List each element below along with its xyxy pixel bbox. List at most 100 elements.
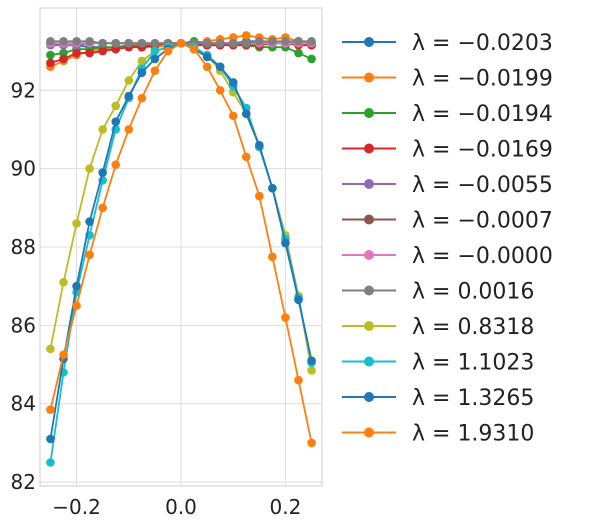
legend-label: λ = 1.1023 — [412, 351, 534, 376]
data-point — [137, 56, 147, 66]
data-point — [307, 37, 316, 46]
data-point — [111, 44, 121, 54]
data-point — [98, 203, 107, 213]
data-point — [72, 37, 81, 46]
data-point — [98, 125, 107, 134]
legend-marker — [364, 427, 374, 438]
data-point — [307, 54, 316, 64]
data-point — [281, 238, 290, 248]
legend-label: λ = −0.0055 — [412, 173, 553, 198]
data-point — [150, 38, 160, 48]
y-tick-label: 90 — [11, 157, 36, 181]
data-point — [46, 37, 55, 46]
data-point — [215, 85, 225, 95]
y-tick-labels: 82 84 86 88 90 92 — [11, 78, 36, 494]
data-point — [307, 356, 316, 365]
legend-entry: λ = −0.0000 — [342, 244, 553, 269]
legend-label: λ = −0.0169 — [412, 138, 553, 163]
legend-entry: λ = −0.0169 — [342, 138, 553, 163]
data-point — [228, 111, 238, 121]
legend-entry: λ = 1.3265 — [342, 386, 534, 411]
data-point — [294, 37, 303, 46]
data-point — [268, 183, 277, 193]
data-point — [85, 37, 94, 46]
data-point — [163, 46, 173, 56]
x-tick-label: 0.0 — [165, 495, 197, 519]
data-point — [294, 48, 303, 58]
legend-label: λ = 0.0016 — [412, 280, 534, 305]
data-point — [59, 37, 68, 46]
data-point — [202, 62, 212, 72]
data-point — [176, 38, 186, 48]
legend-marker — [364, 143, 374, 154]
y-tick-label: 92 — [11, 78, 36, 102]
data-point — [85, 48, 94, 58]
data-point — [281, 37, 290, 46]
data-point — [150, 46, 160, 56]
data-point — [137, 93, 147, 103]
data-point — [124, 76, 134, 85]
data-point — [85, 250, 94, 260]
legend-entry: λ = 1.1023 — [342, 351, 534, 376]
legend-marker — [364, 37, 374, 47]
legend-entry: λ = 0.0016 — [342, 280, 534, 305]
data-point — [137, 68, 147, 77]
data-point — [98, 46, 107, 56]
data-point — [111, 117, 121, 126]
data-point — [72, 219, 81, 228]
data-point — [111, 101, 121, 111]
legend-marker — [364, 285, 374, 296]
legend-marker — [364, 214, 374, 225]
series-12 — [46, 38, 316, 448]
data-point — [59, 54, 68, 64]
legend-marker — [364, 108, 374, 118]
data-point — [85, 164, 94, 173]
legend-label: λ = −0.0194 — [412, 102, 553, 127]
legend-entry: λ = 1.9310 — [342, 422, 534, 447]
legend-label: λ = 0.8318 — [412, 315, 534, 340]
data-point — [46, 58, 55, 68]
legend-marker — [364, 250, 374, 260]
data-point — [98, 168, 107, 177]
series-group — [46, 31, 316, 467]
data-point — [111, 38, 121, 48]
data-point — [46, 344, 55, 354]
data-point — [241, 31, 251, 40]
legend-entry: λ = −0.0194 — [342, 102, 553, 127]
legend-marker — [364, 392, 374, 402]
legend-entry: λ = 0.8318 — [342, 315, 534, 340]
legend-entry: λ = −0.0007 — [342, 209, 553, 234]
data-point — [228, 33, 238, 42]
data-point — [281, 313, 290, 322]
x-tick-label: 0.2 — [270, 495, 302, 519]
data-point — [124, 125, 134, 134]
data-point — [294, 295, 303, 305]
y-tick-label: 86 — [11, 313, 36, 337]
data-point — [150, 54, 160, 64]
data-point — [111, 160, 121, 170]
plot-frame — [39, 7, 323, 487]
legend-entry: λ = −0.0199 — [342, 67, 553, 92]
legend-marker — [364, 356, 374, 367]
data-point — [307, 438, 316, 448]
y-tick-label: 82 — [11, 470, 36, 494]
data-point — [72, 48, 81, 58]
data-point — [202, 38, 212, 48]
legend-label: λ = −0.0199 — [412, 67, 553, 92]
data-point — [124, 91, 134, 101]
data-point — [241, 152, 251, 162]
data-point — [59, 277, 68, 287]
legend-label: λ = −0.0000 — [412, 244, 553, 269]
data-point — [98, 38, 107, 48]
data-point — [255, 140, 264, 150]
data-point — [46, 434, 55, 444]
data-point — [228, 38, 238, 48]
data-point — [189, 44, 199, 54]
data-point — [268, 252, 277, 262]
data-point — [72, 301, 81, 311]
data-point — [255, 191, 264, 201]
data-point — [241, 38, 251, 48]
data-point — [255, 37, 264, 46]
